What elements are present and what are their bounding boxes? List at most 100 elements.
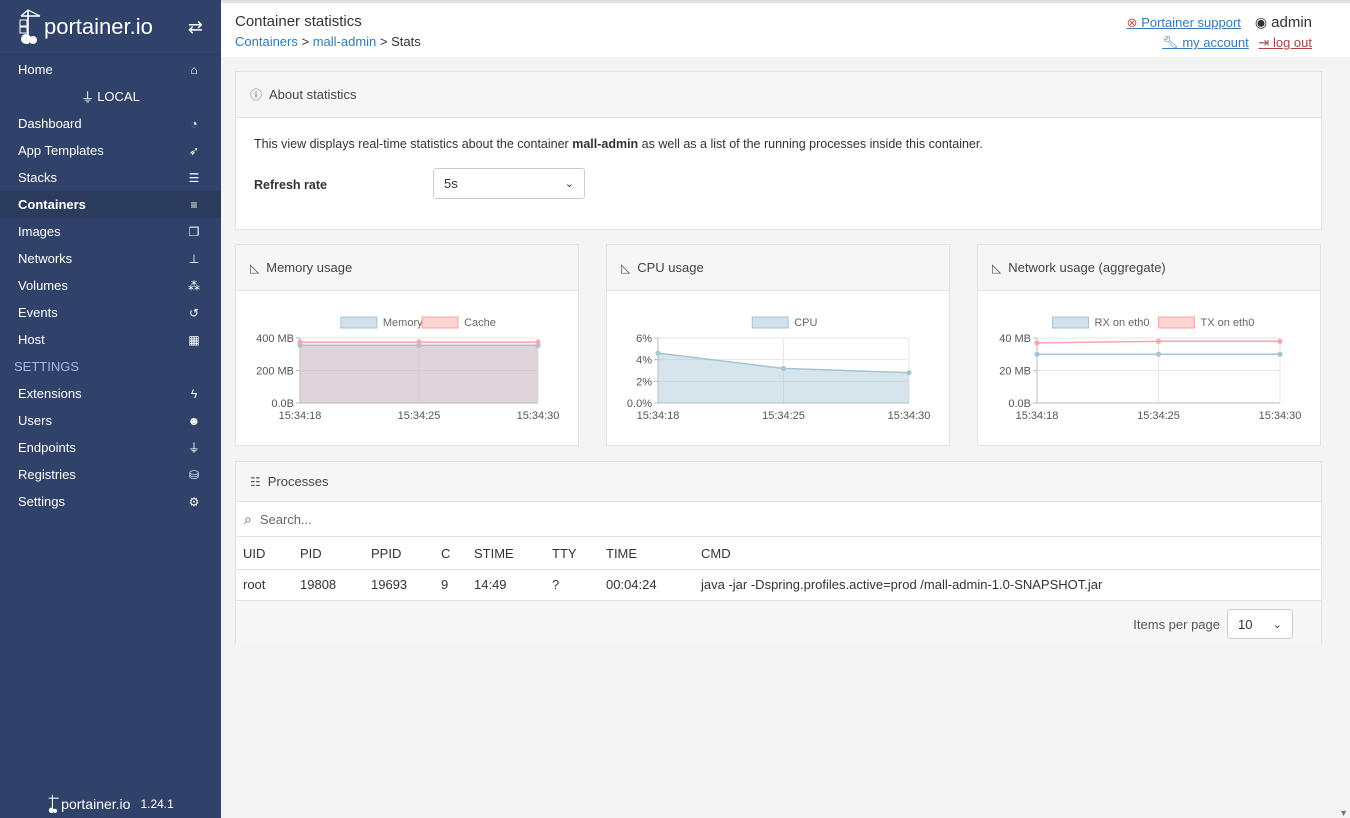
- support-label: Portainer support: [1141, 14, 1241, 30]
- wrench-icon: 🔧︎: [1162, 35, 1179, 50]
- legend-swatch: [340, 316, 378, 329]
- sidebar-item-containers[interactable]: Containers ≡: [0, 191, 221, 218]
- history-icon: ↺: [188, 305, 200, 320]
- about-statistics-panel: ⓘ About statistics This view displays re…: [235, 71, 1322, 230]
- x-tick-label: 15:34:18: [1016, 410, 1059, 422]
- data-point: [1034, 351, 1040, 357]
- series-area-memory: [300, 345, 538, 403]
- sidebar-item-extensions[interactable]: Extensions ϟ: [0, 380, 221, 407]
- sidebar-item-home[interactable]: Home ⌂: [0, 56, 221, 83]
- tasks-icon: ☷: [250, 474, 261, 489]
- column-header-stime[interactable]: STIME: [467, 538, 545, 570]
- page-title: Container statistics: [235, 13, 362, 30]
- data-point: [780, 365, 787, 371]
- sidebar-item-label: App Templates: [18, 143, 104, 158]
- breadcrumb-containers-link[interactable]: Containers: [235, 34, 298, 49]
- table-row: root 19808 19693 9 14:49 ? 00:04:24 java…: [236, 569, 1321, 600]
- legend-label: RX on eth0: [1095, 317, 1150, 329]
- page-header: Container statistics Containers > mall-a…: [221, 0, 1350, 57]
- refresh-rate-select[interactable]: 5s ⌄: [433, 168, 585, 199]
- username: admin: [1271, 14, 1312, 31]
- cell-c: 9: [434, 569, 467, 600]
- sidebar-item-volumes[interactable]: Volumes ⁂: [0, 272, 221, 299]
- portainer-logo[interactable]: portainer.io: [18, 8, 153, 46]
- cell-pid: 19808: [293, 569, 364, 600]
- sidebar-item-label: Volumes: [18, 278, 68, 293]
- cell-ppid: 19693: [364, 569, 434, 600]
- y-tick-label: 4%: [636, 355, 652, 367]
- widget-title: Network usage (aggregate): [1008, 260, 1166, 275]
- area-chart-icon: ◺: [250, 260, 260, 275]
- endpoint-label: LOCAL: [97, 89, 140, 104]
- y-tick-label: 200 MB: [256, 366, 294, 378]
- legend-label: CPU: [794, 317, 817, 329]
- sidebar-item-registries[interactable]: Registries ⛁: [0, 461, 221, 488]
- column-header-tty[interactable]: TTY: [545, 538, 599, 570]
- plug-icon: ⏚: [81, 90, 95, 105]
- portainer-support-link[interactable]: ⊗ Portainer support: [1127, 15, 1241, 31]
- column-header-cmd[interactable]: CMD: [694, 538, 1321, 570]
- sidebar-item-settings[interactable]: Settings ⚙: [0, 488, 221, 515]
- sidebar-item-events[interactable]: Events ↺: [0, 299, 221, 326]
- data-point: [1277, 338, 1283, 344]
- sidebar-item-label: Users: [18, 413, 52, 428]
- chevron-down-icon: ⌄: [1272, 618, 1282, 631]
- user-circle-icon: ◉: [1254, 14, 1268, 30]
- column-header-c[interactable]: C: [434, 538, 467, 570]
- endpoint-name: ⏚ LOCAL: [0, 83, 221, 110]
- items-per-page-select[interactable]: 10 ⌄: [1227, 609, 1293, 639]
- x-tick-label: 15:34:25: [398, 410, 441, 422]
- legend-label: TX on eth0: [1201, 317, 1255, 329]
- breadcrumb-container-link[interactable]: mall-admin: [312, 34, 377, 49]
- legend-label: Memory: [383, 317, 423, 329]
- sidebar-item-label: Stacks: [18, 170, 58, 185]
- sidebar-item-endpoints[interactable]: Endpoints ⏚: [0, 434, 221, 461]
- search-icon: ⌕: [244, 510, 252, 527]
- column-header-uid[interactable]: UID: [236, 538, 293, 570]
- data-point: [416, 339, 422, 345]
- footer-brand-name: portainer.io: [61, 796, 131, 812]
- column-header-pid[interactable]: PID: [293, 538, 364, 570]
- refresh-rate-label: Refresh rate: [254, 178, 327, 192]
- cell-time: 00:04:24: [599, 569, 694, 600]
- x-tick-label: 15:34:30: [888, 410, 931, 422]
- x-tick-label: 15:34:30: [517, 410, 560, 422]
- my-account-link[interactable]: 🔧︎ my account: [1162, 35, 1249, 50]
- table-header-row: UID PID PPID C STIME TTY TIME CMD: [236, 538, 1321, 570]
- sidebar-item-label: Dashboard: [18, 116, 82, 131]
- scroll-down-arrow-icon[interactable]: ▼: [1339, 808, 1348, 818]
- search-input[interactable]: [259, 511, 860, 527]
- sidebar-item-label: Events: [18, 305, 58, 320]
- toggle-sidebar-icon[interactable]: ⇄: [187, 16, 203, 37]
- sidebar-item-host[interactable]: Host ▦: [0, 326, 221, 353]
- about-description: This view displays real-time statistics …: [254, 137, 983, 151]
- series-area-cache: [300, 342, 538, 403]
- home-icon: ⌂: [190, 62, 198, 77]
- log-out-link[interactable]: ⇥ log out: [1258, 35, 1312, 50]
- sidebar-item-stacks[interactable]: Stacks ☰: [0, 164, 221, 191]
- legend-label: Cache: [464, 317, 496, 329]
- widget-title: Memory usage: [266, 260, 353, 275]
- breadcrumb-current: Stats: [391, 34, 421, 49]
- sidebar-item-users[interactable]: Users ☻: [0, 407, 221, 434]
- y-tick-label: 0.0%: [627, 398, 652, 410]
- portainer-crane-icon: [48, 795, 59, 813]
- sidebar-item-label: Networks: [18, 251, 73, 266]
- area-chart-icon: ◺: [992, 260, 1002, 275]
- cell-cmd: java -jar -Dspring.profiles.active=prod …: [694, 569, 1321, 600]
- data-point: [535, 339, 541, 345]
- sidebar-item-dashboard[interactable]: Dashboard ◔: [0, 110, 221, 137]
- column-header-time[interactable]: TIME: [599, 538, 694, 570]
- cell-tty: ?: [545, 569, 599, 600]
- widget-header: ◺ Memory usage: [236, 245, 578, 291]
- sidebar-item-app-templates[interactable]: App Templates ➶: [0, 137, 221, 164]
- processes-panel: ☷ Processes ⌕ UID PID PPID C STIME TTY T…: [235, 461, 1322, 644]
- widget-title: Processes: [267, 474, 329, 489]
- sidebar-item-networks[interactable]: Networks ⊥: [0, 245, 221, 272]
- times-circle-icon: ⊗: [1126, 14, 1138, 30]
- sidebar-item-images[interactable]: Images ❐: [0, 218, 221, 245]
- cell-uid: root: [236, 569, 293, 600]
- tachometer-icon: ◔: [190, 116, 198, 131]
- data-point: [655, 350, 661, 356]
- column-header-ppid[interactable]: PPID: [364, 538, 434, 570]
